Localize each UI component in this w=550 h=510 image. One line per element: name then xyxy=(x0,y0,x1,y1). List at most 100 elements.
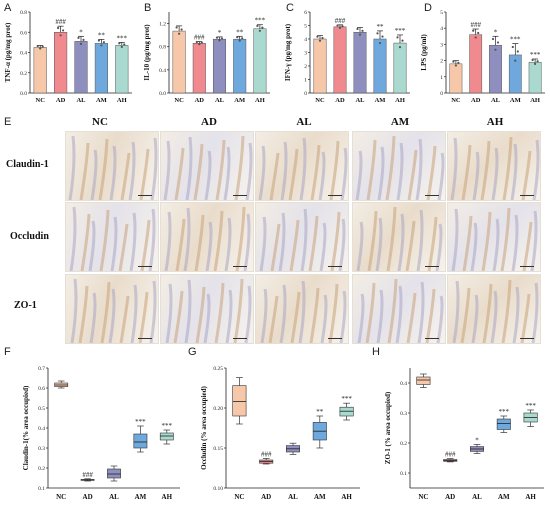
villus-stroke xyxy=(234,135,245,200)
chart-b-data-point xyxy=(220,37,224,40)
villus-stroke xyxy=(195,286,206,343)
villus-stroke xyxy=(203,293,211,343)
villus-stroke xyxy=(280,141,288,200)
villus-stroke xyxy=(520,293,531,343)
column-header-al: AL xyxy=(296,116,312,128)
scale-bar xyxy=(138,195,152,196)
villus-stroke xyxy=(129,212,137,271)
villus-stroke xyxy=(300,208,308,271)
chart-g-significance: ### xyxy=(261,450,272,458)
villus-stroke xyxy=(223,146,231,200)
chart-a-data-point xyxy=(36,44,39,48)
villus-stroke xyxy=(397,213,405,271)
chart-a-y-tick-label: 0.8 xyxy=(20,10,27,16)
chart-h-x-tick-label: AD xyxy=(445,493,455,501)
scale-bar xyxy=(425,338,439,339)
chart-a-significance: * xyxy=(79,28,83,36)
villus-stroke xyxy=(435,223,443,271)
chart-c-data-point xyxy=(356,27,359,31)
chart-c-data-point xyxy=(321,36,324,40)
villus-stroke xyxy=(108,288,116,343)
villus-stroke xyxy=(120,152,131,200)
chart-lps: 0 1 2 3 4 5 LPS (pg/ml) NC ### AD * AL *** AM *** AH xyxy=(420,10,545,104)
villus-stroke xyxy=(260,288,268,343)
villus-stroke xyxy=(407,149,418,200)
villus-stroke xyxy=(185,136,193,200)
chart-d-bar-ah xyxy=(528,61,542,94)
villus-stroke xyxy=(213,210,224,271)
villus-stroke xyxy=(163,140,171,200)
villus-stroke xyxy=(510,143,518,200)
row-header-claudin1: Claudin-1 xyxy=(6,159,49,170)
chart-h-significance: * xyxy=(475,437,479,445)
chart-c-y-tick-label: 0 xyxy=(304,91,307,97)
villus-stroke xyxy=(471,294,479,343)
chart-c-y-axis-label: IFN-γ (pg/mg prot) xyxy=(284,23,292,81)
villi-illustration xyxy=(164,206,251,271)
panel-letter-a: A xyxy=(4,2,12,14)
chart-b-y-tick-label: 1.2 xyxy=(159,22,166,28)
panel-letter-d: D xyxy=(424,2,432,14)
villus-stroke xyxy=(138,291,149,343)
villus-stroke xyxy=(309,287,320,343)
villus-stroke xyxy=(530,210,538,271)
chart-a-data-point xyxy=(77,36,80,39)
micrograph-claudin1-ad xyxy=(160,131,254,201)
villus-stroke xyxy=(340,147,348,200)
villus-stroke xyxy=(501,279,512,343)
chart-d-data-point xyxy=(474,36,477,39)
chart-c-data-point xyxy=(338,26,342,29)
chart-b-y-tick-label: 0.4 xyxy=(159,68,166,74)
chart-a-y-axis-label: TNF-α (pg/mg prot) xyxy=(4,22,12,82)
chart-b-bar-nc xyxy=(172,30,186,94)
chart-d-data-point xyxy=(472,29,475,32)
chart-a-y-tick-label: 0.6 xyxy=(20,30,27,36)
chart-d-y-axis-label: LPS (pg/ml) xyxy=(420,34,428,71)
chart-a-x-tick-label: AL xyxy=(76,97,86,104)
chart-b-x-tick-label: AD xyxy=(195,97,205,104)
chart-d-x-tick-label: AL xyxy=(491,97,501,104)
micrograph-zo1-am xyxy=(352,274,446,344)
chart-g-x-tick-label: AD xyxy=(261,493,271,501)
chart-a-significance: ### xyxy=(55,18,66,26)
villus-stroke xyxy=(204,150,212,200)
chart-g-y-tick-label: 0.20 xyxy=(213,406,223,412)
chart-d-data-point xyxy=(491,37,495,41)
villus-stroke xyxy=(319,222,327,271)
chart-c-data-point xyxy=(376,32,379,35)
chart-a-data-point xyxy=(62,29,65,32)
chart-d-significance: *** xyxy=(530,51,541,59)
chart-d-y-tick-label: 0 xyxy=(440,91,443,97)
chart-h-significance: *** xyxy=(499,408,510,416)
chart-b-x-tick-label: AH xyxy=(255,97,265,104)
villus-stroke xyxy=(521,150,532,200)
column-header-ad: AD xyxy=(201,116,217,128)
chart-f-x-tick-label: NC xyxy=(56,493,66,501)
scale-bar xyxy=(520,266,534,267)
chart-f-x-tick-label: AL xyxy=(109,493,119,501)
chart-b-significance: *** xyxy=(255,17,266,25)
villus-stroke xyxy=(366,139,377,200)
micrograph-claudin1-al xyxy=(255,131,349,201)
chart-d-y-tick-label: 5 xyxy=(440,10,443,16)
villus-stroke xyxy=(365,282,376,343)
villi-illustration xyxy=(68,135,158,200)
micrograph-occludin-al xyxy=(255,202,349,272)
chart-f-y-tick-label: 0.7 xyxy=(38,366,45,372)
chart-a-bar-ad xyxy=(54,32,68,94)
scale-bar xyxy=(233,195,247,196)
chart-a-data-point xyxy=(82,38,85,41)
chart-g-x-tick-label: AL xyxy=(288,493,298,501)
chart-a-data-point xyxy=(120,45,123,49)
villus-stroke xyxy=(270,223,281,271)
chart-g-x-tick-label: AM xyxy=(314,493,326,501)
chart-d-data-point xyxy=(452,60,455,63)
chart-b-bar-ad xyxy=(192,42,206,94)
chart-f-significance: *** xyxy=(135,418,146,426)
chart-f-box-ah xyxy=(159,432,174,441)
chart-b-x-tick-label: AL xyxy=(215,97,225,104)
chart-a-significance: ** xyxy=(98,31,106,39)
chart-b-x-tick-label: AM xyxy=(234,97,245,104)
chart-b-data-point xyxy=(256,24,259,28)
chart-h-x-tick-label: NC xyxy=(418,493,428,501)
